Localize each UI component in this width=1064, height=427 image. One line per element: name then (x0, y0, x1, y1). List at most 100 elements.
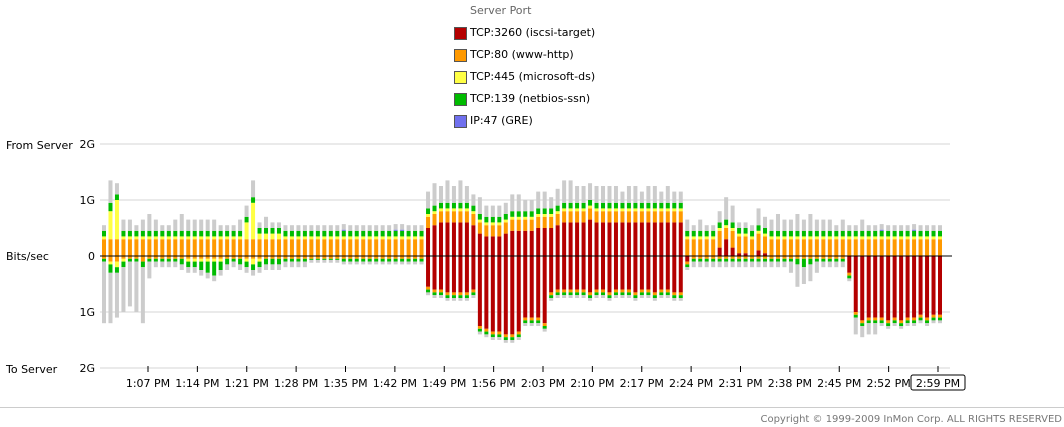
bar-segment-to-server (886, 326, 891, 329)
bar-segment-to-server (393, 261, 398, 265)
bar-stack (879, 224, 884, 326)
bar-segment-to-server (639, 289, 644, 293)
bar-segment-to-server (665, 289, 670, 293)
bar-segment-to-server (763, 258, 768, 262)
bar-segment-from-server (562, 211, 567, 223)
bar-segment-from-server (315, 225, 320, 231)
bar-segment-to-server (698, 258, 703, 262)
bar-segment-from-server (633, 211, 638, 223)
bar-segment-from-server (464, 186, 469, 203)
bar-segment-from-server (808, 236, 813, 240)
bar-segment-from-server (633, 186, 638, 203)
bar-segment-from-server (879, 224, 884, 230)
bar-segment-to-server (581, 256, 586, 290)
bar-segment-to-server (341, 258, 346, 262)
bar-segment-from-server (659, 222, 664, 256)
bar-segment-to-server (451, 256, 456, 293)
bar-segment-from-server (853, 225, 858, 231)
bar-segment-to-server (464, 298, 469, 301)
bar-segment-to-server (575, 289, 580, 293)
bar-segment-to-server (801, 256, 806, 259)
bar-segment-to-server (873, 320, 878, 324)
bar-segment-from-server (225, 230, 230, 237)
bar-segment-from-server (510, 211, 515, 217)
bar-segment-to-server (931, 256, 936, 315)
bar-segment-to-server (432, 256, 437, 290)
bar-segment-from-server (147, 236, 152, 240)
bar-segment-to-server (432, 292, 437, 296)
bar-segment-to-server (652, 298, 657, 301)
bar-stack (853, 225, 858, 335)
bar-segment-from-server (620, 191, 625, 203)
bar-segment-from-server (743, 236, 748, 254)
chart-bars (102, 180, 942, 343)
bar-segment-to-server (503, 340, 508, 343)
bar-segment-from-server (775, 236, 780, 240)
bar-segment-to-server (523, 256, 528, 318)
bar-stack (750, 225, 755, 268)
bar-segment-from-server (218, 239, 223, 256)
bar-segment-to-server (127, 261, 132, 307)
bar-segment-to-server (879, 317, 884, 321)
bar-segment-from-server (717, 228, 722, 231)
bar-segment-to-server (114, 261, 119, 268)
bar-stack (289, 225, 294, 268)
bar-segment-from-server (905, 239, 910, 256)
bar-segment-to-server (341, 261, 346, 265)
bar-segment-from-server (289, 225, 294, 231)
bar-segment-from-server (905, 230, 910, 237)
bar-segment-to-server (685, 264, 690, 268)
y-tick-label: 1G (79, 306, 95, 319)
bar-segment-from-server (788, 239, 793, 256)
legend-swatch (454, 93, 467, 106)
bar-segment-to-server (568, 292, 573, 296)
bar-segment-from-server (795, 214, 800, 231)
bar-segment-to-server (594, 292, 599, 296)
bar-segment-to-server (750, 261, 755, 268)
bar-segment-to-server (179, 264, 184, 270)
bar-segment-from-server (328, 236, 333, 240)
bar-segment-from-server (536, 208, 541, 214)
bar-segment-to-server (374, 261, 379, 265)
bar-segment-from-server (782, 239, 787, 256)
bar-segment-to-server (672, 292, 677, 296)
bar-segment-from-server (659, 208, 664, 212)
bar-segment-from-server (173, 230, 178, 237)
bar-segment-from-server (432, 183, 437, 206)
bar-segment-to-server (490, 331, 495, 335)
bar-stack (264, 216, 269, 270)
bar-segment-from-server (542, 214, 547, 217)
bar-segment-from-server (620, 222, 625, 256)
bar-segment-from-server (549, 197, 554, 209)
bar-segment-from-server (860, 219, 865, 231)
bar-segment-from-server (691, 236, 696, 240)
bar-segment-from-server (724, 219, 729, 226)
bar-segment-from-server (387, 225, 392, 231)
bar-segment-to-server (199, 261, 204, 270)
bar-segment-to-server (471, 256, 476, 290)
bar-segment-to-server (374, 258, 379, 262)
bar-segment-from-server (335, 230, 340, 237)
bar-segment-to-server (134, 261, 139, 312)
bar-segment-to-server (575, 292, 580, 296)
bar-segment-to-server (860, 256, 865, 321)
bar-segment-from-server (516, 216, 521, 220)
bar-stack (620, 191, 625, 298)
bar-segment-from-server (127, 236, 132, 240)
bar-segment-to-server (639, 295, 644, 298)
bar-segment-to-server (387, 261, 392, 265)
bar-segment-from-server (860, 236, 865, 240)
bar-segment-from-server (516, 211, 521, 217)
bar-segment-to-server (782, 256, 787, 259)
bar-segment-to-server (879, 320, 884, 324)
bar-segment-from-server (464, 211, 469, 223)
bar-segment-from-server (257, 228, 262, 234)
bar-segment-from-server (756, 230, 761, 234)
bar-segment-to-server (238, 256, 243, 259)
bar-segment-to-server (406, 261, 411, 265)
x-tick-label: 1:21 PM (225, 377, 269, 390)
bar-segment-from-server (251, 239, 256, 256)
bar-segment-to-server (335, 259, 340, 263)
bar-segment-to-server (750, 258, 755, 262)
bar-segment-from-server (309, 225, 314, 231)
